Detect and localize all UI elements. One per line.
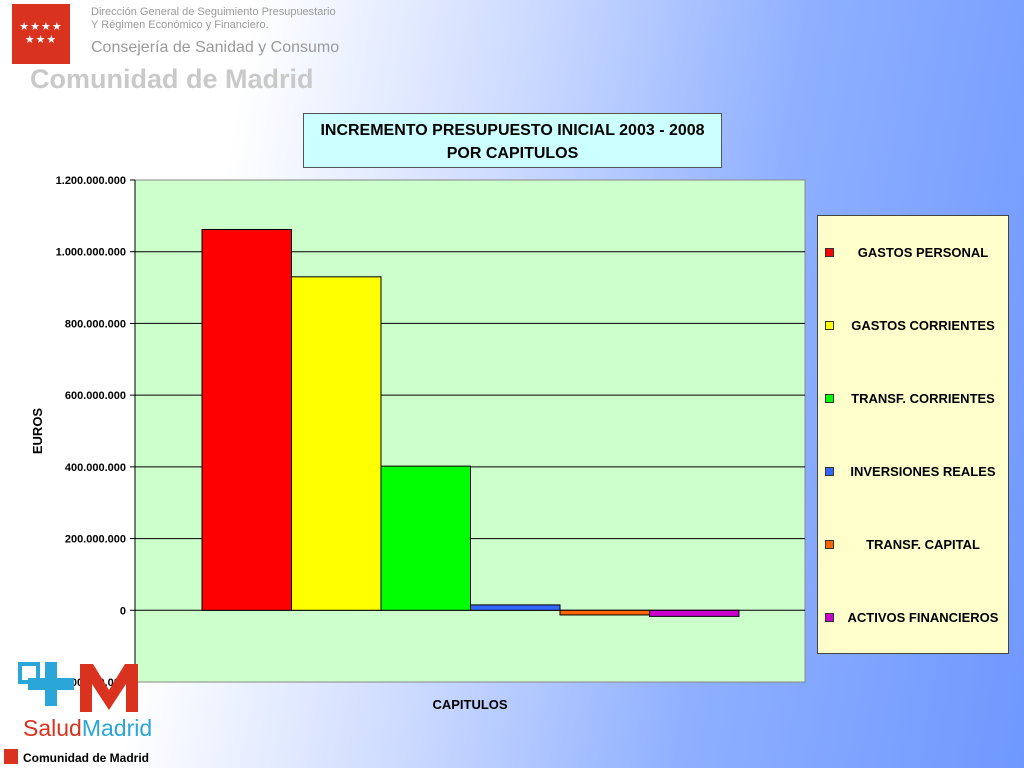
legend-label: GASTOS CORRIENTES	[851, 318, 995, 333]
legend-swatch	[825, 394, 834, 403]
comunidad-flag-logo: ★★★★ ★★★	[12, 4, 70, 64]
header-direccion-line2: Y Régimen Económico y Financiero.	[91, 19, 269, 31]
header-direccion-line1: Dirección General de Seguimiento Presupu…	[91, 6, 336, 18]
legend-swatch	[825, 321, 834, 330]
chart-title-line2: POR CAPITULOS	[446, 145, 579, 162]
legend-swatch	[825, 613, 834, 622]
footer-comunidad: Comunidad de Madrid	[23, 751, 149, 765]
legend-label: TRANSF. CAPITAL	[866, 537, 980, 552]
legend-swatch	[825, 467, 834, 476]
legend-item: TRANSF. CAPITAL	[818, 536, 1008, 554]
bar-gastos-corrientes	[291, 276, 382, 611]
y-tick-label: 0	[120, 605, 126, 617]
x-axis-label: CAPITULOS	[432, 697, 507, 712]
bar-gastos-personal	[201, 228, 292, 611]
footer-flag-icon	[4, 749, 18, 764]
legend-label: ACTIVOS FINANCIEROS	[847, 610, 999, 625]
y-tick-label: 400.000.000	[65, 462, 126, 474]
legend-label: TRANSF. CORRIENTES	[851, 391, 995, 406]
legend-item: INVERSIONES REALES	[818, 463, 1008, 481]
y-tick-label: 200.000.000	[65, 534, 126, 546]
flag-stars-top: ★★★★	[19, 21, 63, 33]
legend-item: ACTIVOS FINANCIEROS	[818, 609, 1008, 627]
legend-label: GASTOS PERSONAL	[857, 245, 989, 260]
legend-item: TRANSF. CORRIENTES	[818, 390, 1008, 408]
y-tick-label: 600.000.000	[65, 390, 126, 402]
bar-inversiones-reales	[470, 604, 561, 611]
y-tick-label: -200.000.000	[61, 677, 126, 689]
legend-swatch	[825, 248, 834, 257]
chart-title-line1: INCREMENTO PRESUPUESTO INICIAL 2003 - 20…	[320, 122, 705, 139]
y-tick-label: 1.000.000.000	[56, 247, 126, 259]
bars	[201, 228, 740, 617]
bar-transf-capital	[559, 609, 650, 616]
bar-transf-corrientes	[380, 465, 471, 611]
chart-legend: GASTOS PERSONAL GASTOS CORRIENTES TRANSF. …	[817, 215, 1009, 654]
header-consejeria: Consejería de Sanidad y Consumo	[91, 39, 340, 56]
flag-stars-bottom: ★★★	[24, 34, 58, 46]
header-comunidad-title: Comunidad de Madrid	[30, 64, 314, 94]
legend-label: INVERSIONES REALES	[850, 464, 996, 479]
bar-activos-financieros	[649, 609, 740, 617]
salud-word: Salud	[23, 715, 82, 741]
y-tick-label: 800.000.000	[65, 318, 126, 330]
madrid-word: Madrid	[81, 715, 153, 741]
y-tick-label: 1.200.000.000	[56, 175, 126, 187]
legend-item: GASTOS CORRIENTES	[818, 317, 1008, 335]
chart-title: INCREMENTO PRESUPUESTO INICIAL 2003 - 20…	[303, 113, 722, 168]
y-axis-ticks: -200.000.000 0 200.000.000 400.000.000 600.0…	[56, 175, 135, 689]
y-axis-label: EUROS	[30, 408, 45, 455]
legend-item: GASTOS PERSONAL	[818, 244, 1008, 262]
legend-swatch	[825, 540, 834, 549]
salud-madrid-wordmark: SaludMadrid	[23, 715, 152, 742]
